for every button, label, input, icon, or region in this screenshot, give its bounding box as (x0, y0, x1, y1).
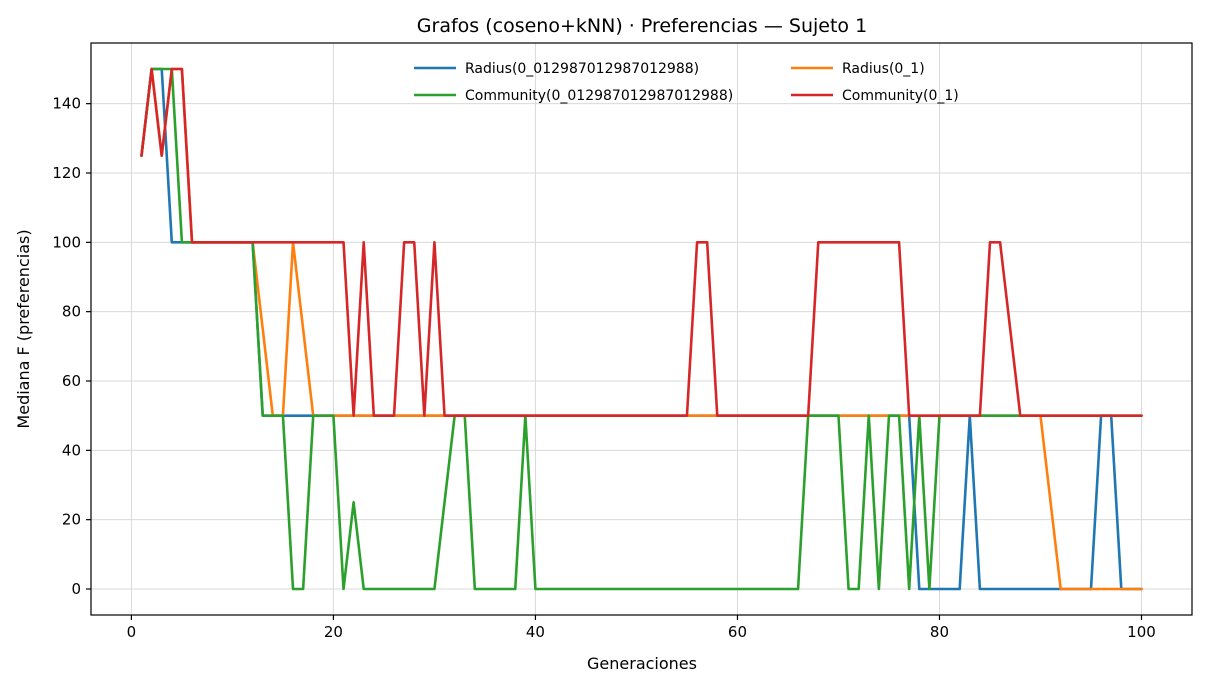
y-tick-label: 120 (52, 164, 81, 182)
y-axis: 0 20 40 60 80 100 120 140 (52, 95, 91, 598)
series-lines (140, 67, 1143, 591)
series-line-4 (140, 67, 1143, 417)
y-tick-label: 20 (62, 511, 81, 529)
series-line-3 (140, 67, 1143, 591)
legend-label: Community(0_012987012987012988) (465, 88, 733, 104)
y-axis-label: Mediana F (preferencias) (14, 229, 33, 428)
x-tick-label: 20 (324, 623, 343, 641)
x-tick-label: 40 (526, 623, 545, 641)
grid (91, 43, 1192, 615)
legend-label: Radius(0_012987012987012988) (465, 61, 699, 77)
y-tick-label: 140 (52, 95, 81, 113)
chart-title: Grafos (coseno+kNN) · Preferencias — Suj… (417, 15, 867, 37)
series-line-1 (140, 67, 1143, 591)
series-line-2 (140, 67, 1143, 591)
plot-frame (90, 42, 1193, 616)
legend-label: Community(0_1) (842, 88, 959, 104)
y-tick-label: 0 (71, 580, 81, 598)
y-tick-label: 60 (62, 372, 81, 390)
x-axis: 0 20 40 60 80 100 (127, 615, 1156, 641)
x-tick-label: 60 (728, 623, 747, 641)
y-tick-label: 80 (62, 303, 81, 321)
y-tick-label: 40 (62, 441, 81, 459)
x-tick-label: 0 (127, 623, 137, 641)
x-axis-label: Generaciones (587, 654, 697, 673)
y-tick-label: 100 (52, 233, 81, 251)
legend: Radius(0_012987012987012988) Radius(0_1) C… (414, 61, 959, 104)
x-tick-label: 100 (1127, 623, 1156, 641)
legend-label: Radius(0_1) (842, 61, 925, 77)
x-tick-label: 80 (930, 623, 949, 641)
